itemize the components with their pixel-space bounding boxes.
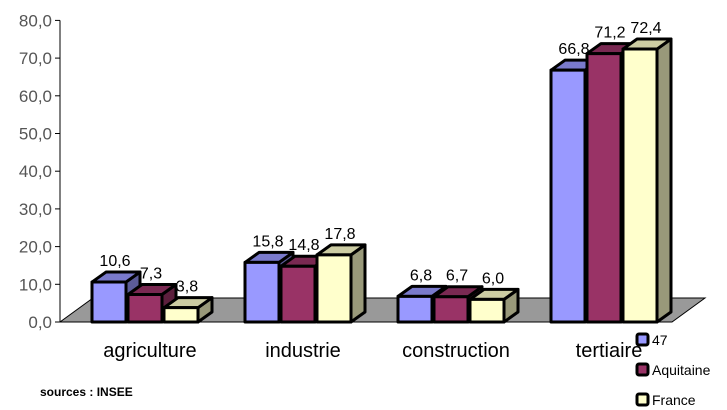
y-tick-label: 50,0 <box>19 125 52 144</box>
legend-label: France <box>652 392 696 408</box>
data-label: 3,8 <box>176 279 198 296</box>
data-label: 66,8 <box>558 41 589 58</box>
y-tick-label: 70,0 <box>19 49 52 68</box>
legend-label: 47 <box>652 332 668 348</box>
y-tick-label: 20,0 <box>19 238 52 257</box>
data-label: 6,7 <box>446 268 468 285</box>
bar-front <box>549 68 587 324</box>
y-tick-label: 0,0 <box>28 313 52 332</box>
category-labels-group: agriculture industrie construction tertiair… <box>103 340 642 362</box>
data-label: 17,8 <box>324 226 355 243</box>
legend-swatch <box>635 332 650 347</box>
bars-group <box>90 37 673 324</box>
data-label: 72,4 <box>630 20 661 37</box>
bar <box>126 282 178 324</box>
legend: 47 Aquitaine France <box>635 332 711 408</box>
y-axis: 0,0 10,0 20,0 30,0 40,0 50,0 60,0 70,0 80,0 <box>19 11 61 332</box>
y-tick-label: 40,0 <box>19 162 52 181</box>
bar-front <box>90 280 128 324</box>
category-label: tertiaire <box>576 340 643 362</box>
y-tick-label: 30,0 <box>19 200 52 219</box>
bar-front <box>585 52 623 324</box>
y-tick-label: 10,0 <box>19 275 52 294</box>
bar-front <box>243 260 281 324</box>
legend-item: France <box>635 392 696 408</box>
data-label: 6,8 <box>410 267 432 284</box>
bar-side <box>655 37 673 324</box>
data-label: 14,8 <box>288 237 319 254</box>
source-note: sources : INSEE <box>40 385 133 399</box>
bar-front <box>315 253 353 324</box>
data-label: 7,3 <box>140 265 162 282</box>
legend-label: Aquitaine <box>652 362 711 378</box>
bar <box>162 296 214 324</box>
category-label: construction <box>402 340 510 362</box>
bar-front <box>432 295 470 324</box>
bar <box>468 287 520 324</box>
bar-front <box>279 264 317 324</box>
bar-side <box>349 243 367 324</box>
legend-swatch <box>635 362 650 377</box>
legend-item: 47 <box>635 332 668 348</box>
bar-front <box>162 306 200 324</box>
y-tick-label: 80,0 <box>19 11 52 30</box>
bar-front <box>396 294 434 324</box>
legend-item: Aquitaine <box>635 362 711 378</box>
category-label: agriculture <box>103 340 196 362</box>
data-label: 15,8 <box>252 233 283 250</box>
legend-swatch <box>635 392 650 407</box>
bar-front <box>126 292 164 324</box>
category-label: industrie <box>265 340 341 362</box>
data-labels-group: 10,6 7,3 3,8 15,8 14,8 17,8 6,8 6,7 6,0 66,8 71,2 7… <box>99 20 661 296</box>
bar <box>315 243 367 324</box>
data-label: 71,2 <box>594 25 625 42</box>
data-label: 10,6 <box>99 253 130 270</box>
bar <box>621 37 673 324</box>
bar-front <box>468 297 506 324</box>
y-tick-label: 60,0 <box>19 87 52 106</box>
data-label: 6,0 <box>482 270 504 287</box>
bar-front <box>621 47 659 324</box>
